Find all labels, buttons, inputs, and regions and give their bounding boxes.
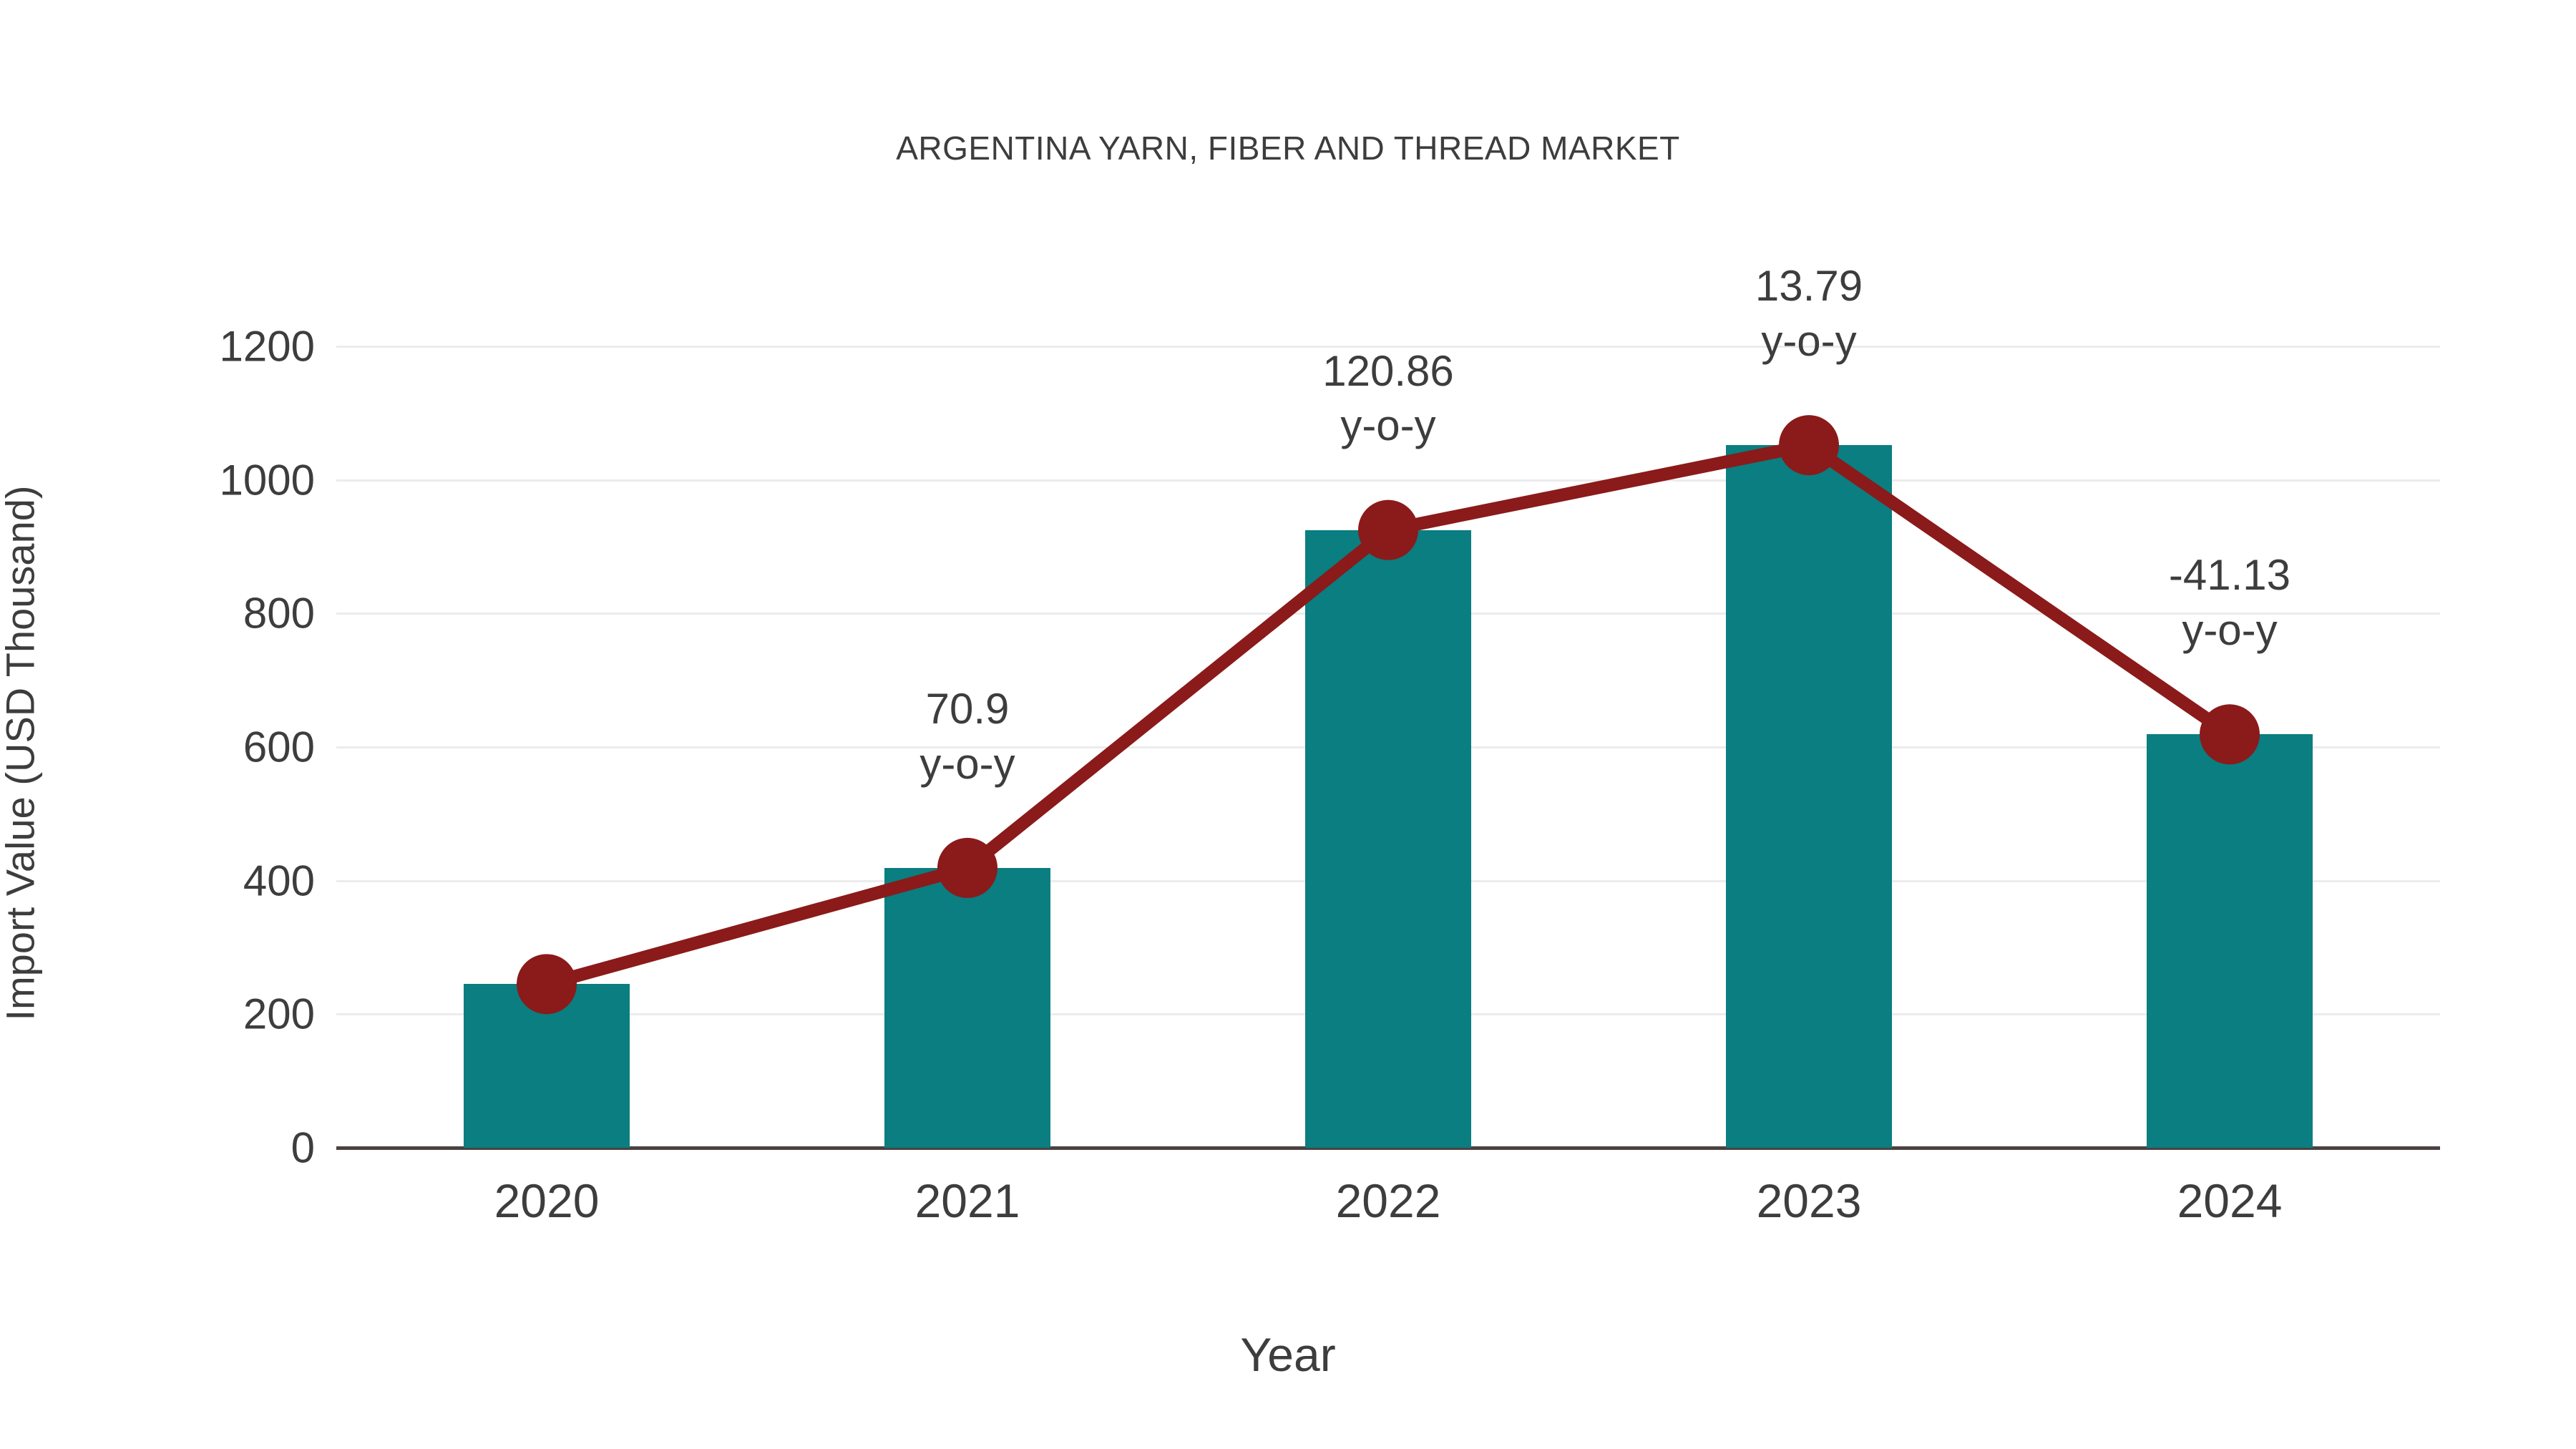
gridline xyxy=(336,479,2440,482)
data-label-2022: 120.86 y-o-y xyxy=(1202,344,1574,454)
bar-2020[interactable] xyxy=(464,984,630,1148)
y-axis-tick-label: 800 xyxy=(243,589,315,638)
x-axis-tick-label: 2020 xyxy=(494,1174,600,1227)
y-axis-tick-label: 1000 xyxy=(219,456,315,504)
y-axis-tick-label: 600 xyxy=(243,723,315,771)
data-label-suffix: y-o-y xyxy=(2182,606,2278,655)
x-axis-line xyxy=(336,1146,2440,1150)
data-label-2021: 70.9 y-o-y xyxy=(781,682,1153,792)
data-label-value: 13.79 xyxy=(1755,262,1863,311)
x-axis-title: Year xyxy=(1240,1328,1336,1381)
bar-2024[interactable] xyxy=(2147,734,2313,1148)
x-axis-tick-label: 2024 xyxy=(2177,1174,2283,1227)
y-axis-tick-label: 0 xyxy=(291,1123,315,1172)
x-axis-tick-label: 2022 xyxy=(1335,1174,1441,1227)
data-label-2023: 13.79 y-o-y xyxy=(1623,259,1995,369)
data-label-suffix: y-o-y xyxy=(1340,401,1436,450)
y-axis-tick-label: 200 xyxy=(243,990,315,1038)
data-label-value: -41.13 xyxy=(2168,551,2291,600)
bar-2021[interactable] xyxy=(884,867,1050,1148)
chart-title: ARGENTINA YARN, FIBER AND THREAD MARKET xyxy=(896,130,1680,167)
data-label-value: 120.86 xyxy=(1322,346,1454,395)
gridline xyxy=(336,346,2440,348)
x-axis-tick-label: 2021 xyxy=(914,1174,1020,1227)
y-axis-tick-label: 400 xyxy=(243,857,315,905)
data-label-2024: -41.13 y-o-y xyxy=(2044,548,2416,658)
y-axis-tick-label: 1200 xyxy=(219,322,315,371)
y-axis-title: Import Value (USD Thousand) xyxy=(0,485,43,1021)
data-label-value: 70.9 xyxy=(925,684,1010,733)
data-label-suffix: y-o-y xyxy=(1761,316,1857,365)
x-axis-tick-label: 2023 xyxy=(1756,1174,1862,1227)
data-label-suffix: y-o-y xyxy=(919,739,1015,788)
bar-2022[interactable] xyxy=(1305,530,1471,1148)
bar-2023[interactable] xyxy=(1726,445,1892,1148)
